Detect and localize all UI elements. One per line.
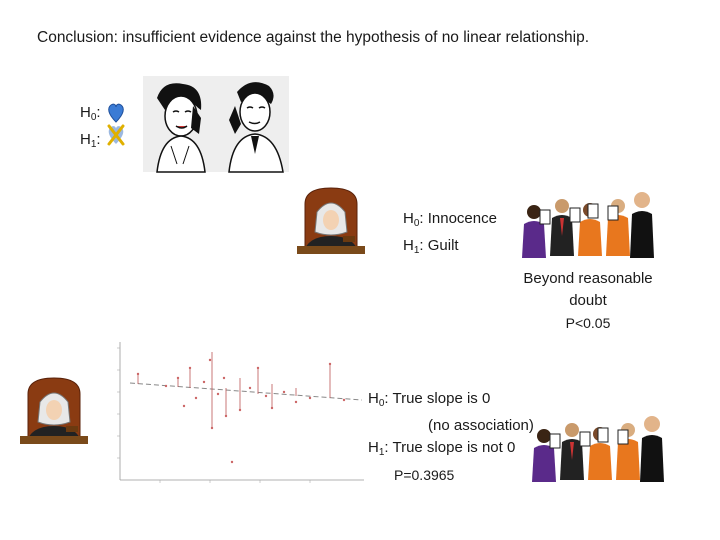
residual-segments: [137, 352, 331, 428]
conclusion-text: Conclusion: insufficient evidence agains…: [37, 29, 590, 46]
phone-h0-line: H0:: [80, 104, 101, 123]
juror-figures: [522, 192, 654, 258]
heart-icon: [108, 103, 124, 123]
woman-on-phone-icon: [156, 83, 206, 173]
verdict-line-2: doubt: [569, 292, 607, 309]
verdict-line-1: Beyond reasonable: [523, 270, 653, 287]
regression-pvalue: P=0.3965: [394, 467, 455, 483]
juror-cards-bottom: [549, 427, 629, 449]
regression-h0-note: (no association): [428, 417, 534, 434]
judge-illustration-bottom: [20, 377, 88, 444]
juror-cards: [539, 203, 619, 225]
regression-h1-line: H1: True slope is not 0: [368, 439, 516, 458]
phone-couple-illustration: [143, 76, 289, 173]
heart-cross-icons: [107, 103, 125, 146]
regression-line: [129, 382, 363, 401]
scatter-points: [136, 358, 346, 464]
verdict-standard: Beyond reasonable doubt P<0.05: [510, 268, 666, 334]
trial-h1-line: H1: Guilt: [403, 237, 459, 256]
cross-icon: [107, 124, 125, 146]
phone-hypotheses: H0: H1:: [80, 102, 101, 156]
regression-hypotheses: H0: True slope is 0 (no association) H1:…: [368, 388, 534, 486]
jury-illustration-bottom: [532, 416, 664, 482]
man-on-phone-icon: [228, 82, 284, 173]
juror-figures-bottom: [532, 416, 664, 482]
trial-hypotheses: H0: Innocence H1: Guilt: [403, 208, 497, 262]
jury-illustration-top: [522, 192, 654, 258]
phone-h1-line: H1:: [80, 131, 101, 150]
regression-h0-line: H0: True slope is 0: [368, 390, 491, 409]
scatter-plot: [117, 342, 364, 483]
trial-pvalue: P<0.05: [565, 315, 611, 331]
trial-h0-line: H0: Innocence: [403, 210, 497, 229]
judge-illustration-top: [297, 187, 365, 254]
